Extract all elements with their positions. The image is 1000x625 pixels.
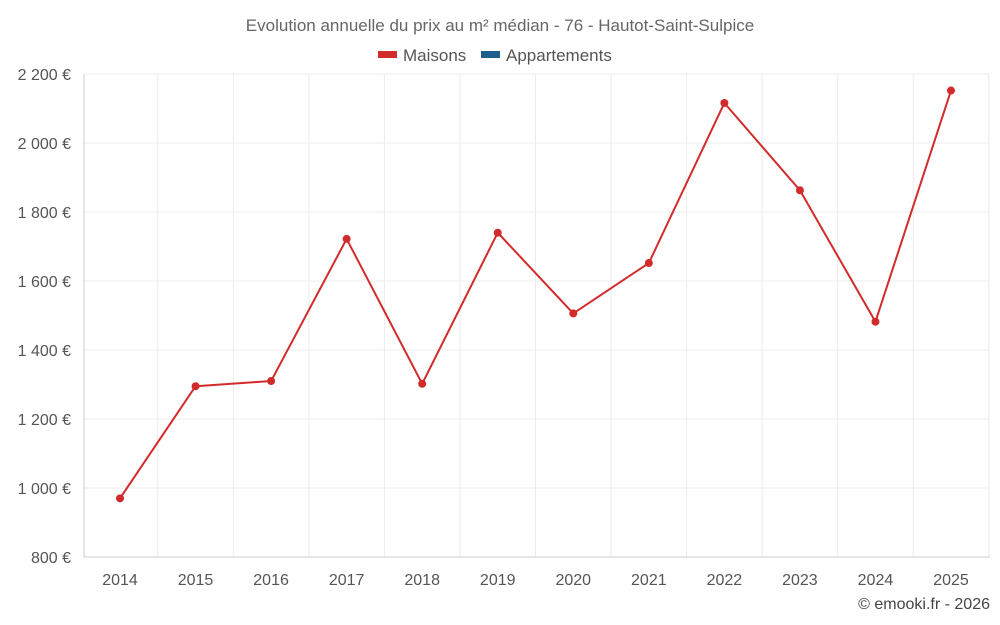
x-tick-label: 2014: [102, 572, 138, 589]
x-tick-label: 2023: [782, 572, 818, 589]
y-tick-label: 2 200 €: [18, 67, 71, 84]
series-layer: [116, 86, 955, 503]
y-tick-label: 1 800 €: [18, 205, 71, 222]
data-point-maisons[interactable]: [644, 259, 653, 268]
data-point-maisons[interactable]: [720, 98, 729, 107]
data-point-maisons[interactable]: [342, 234, 351, 243]
data-point-maisons[interactable]: [191, 382, 200, 391]
series-line-maisons: [119, 90, 952, 499]
data-point-maisons[interactable]: [116, 494, 124, 503]
legend-label-maisons: Maisons: [403, 46, 466, 65]
x-tick-label: 2024: [858, 572, 894, 589]
x-tick-label: 2025: [933, 572, 969, 589]
legend-label-appartements: Appartements: [506, 46, 612, 65]
legend-swatch-maisons: [378, 51, 397, 58]
x-tick-label: 2019: [480, 572, 516, 589]
x-tick-label: 2018: [404, 572, 440, 589]
grid: [84, 73, 990, 557]
data-point-maisons[interactable]: [418, 379, 427, 388]
x-tick-label: 2016: [253, 572, 289, 589]
x-tick-label: 2022: [707, 572, 743, 589]
x-tick-label: 2015: [178, 572, 214, 589]
y-tick-label: 1 200 €: [18, 412, 71, 429]
data-point-maisons[interactable]: [267, 377, 276, 386]
legend-swatch-appartements: [481, 51, 500, 58]
y-tick-label: 800 €: [31, 550, 71, 567]
legend-item-maisons[interactable]: Maisons: [378, 46, 466, 65]
legend-item-appartements[interactable]: Appartements: [481, 46, 612, 65]
x-tick-label: 2021: [631, 572, 667, 589]
y-tick-label: 1 000 €: [18, 481, 71, 498]
y-tick-label: 1 600 €: [18, 274, 71, 291]
data-point-maisons[interactable]: [795, 186, 804, 195]
x-tick-label: 2017: [329, 572, 365, 589]
y-tick-label: 1 400 €: [18, 343, 71, 360]
chart-title: Evolution annuelle du prix au m² médian …: [246, 16, 754, 35]
axes: 800 € 1 000 € 1 200 € 1 400 € 1 600 € 1 800 €…: [18, 67, 990, 589]
data-point-maisons[interactable]: [947, 86, 955, 95]
data-point-maisons[interactable]: [493, 228, 502, 237]
data-point-maisons[interactable]: [871, 317, 880, 326]
data-point-maisons[interactable]: [569, 309, 578, 318]
y-tick-label: 2 000 €: [18, 136, 71, 153]
legend: Maisons Appartements: [378, 46, 612, 65]
x-tick-label: 2020: [555, 572, 591, 589]
copyright-footer: © emooki.fr - 2026: [858, 596, 990, 613]
